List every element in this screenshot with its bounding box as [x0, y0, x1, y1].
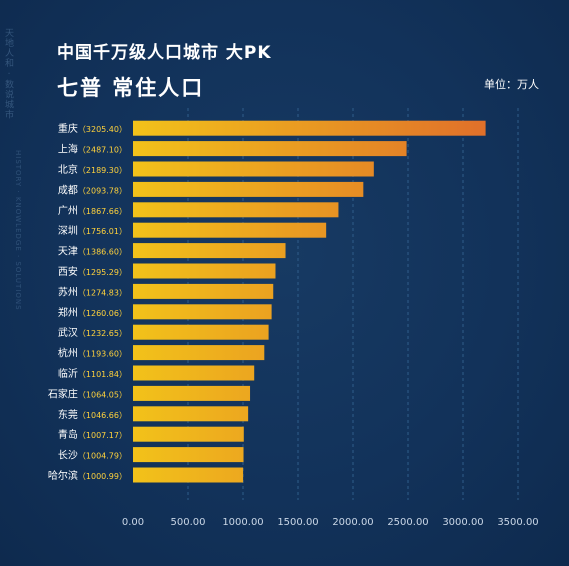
unit-label: 单位：万人	[484, 78, 539, 91]
bar	[133, 202, 339, 218]
bar	[133, 324, 269, 340]
bar	[133, 283, 274, 299]
category-label: 石家庄（1064.05）	[48, 387, 127, 400]
category-label: 郑州（1260.06）	[58, 306, 127, 319]
bar	[133, 243, 286, 259]
category-label: 临沂（1101.84）	[58, 367, 127, 380]
x-tick-label: 3500.00	[497, 517, 538, 528]
category-label: 广州（1867.66）	[58, 205, 127, 217]
chart-title: 中国千万级人口城市 大PK	[57, 43, 272, 63]
category-label: 东莞（1046.66）	[58, 408, 127, 421]
bar	[133, 222, 327, 238]
bar	[133, 161, 374, 177]
category-label: 北京（2189.30）	[58, 163, 127, 176]
bar	[133, 304, 272, 320]
category-label: 哈尔滨（1000.99）	[48, 469, 127, 482]
x-tick-label: 1500.00	[277, 517, 318, 528]
category-label: 长沙（1004.79）	[58, 450, 127, 462]
category-label: 成都（2093.78）	[58, 184, 127, 196]
x-tick-label: 500.00	[171, 517, 206, 528]
side-vertical-label: 天地人和 · 数说城市	[3, 28, 13, 120]
bar	[133, 447, 244, 463]
category-label: 上海（2487.10）	[58, 143, 127, 156]
x-tick-label: 1000.00	[222, 517, 263, 528]
category-label: 武汉（1232.65）	[58, 326, 127, 339]
x-tick-label: 2000.00	[332, 517, 373, 528]
bar	[133, 181, 364, 197]
bar	[133, 263, 276, 279]
category-label: 重庆（3205.40）	[58, 122, 127, 135]
bar	[133, 385, 251, 401]
side-vertical-label-2: HISTORY · KNOWLEDGE · SOLUTIONS	[14, 150, 22, 311]
category-label: 西安（1295.29）	[58, 265, 127, 278]
category-label: 天津（1386.60）	[58, 246, 127, 258]
category-label: 青岛（1007.17）	[58, 428, 127, 441]
x-tick-label: 0.00	[122, 517, 144, 528]
bar	[133, 141, 407, 157]
bar	[133, 345, 265, 361]
category-label: 杭州（1193.60）	[58, 347, 127, 360]
bar	[133, 406, 249, 422]
x-tick-label: 3000.00	[442, 517, 483, 528]
category-label: 深圳（1756.01）	[58, 225, 127, 237]
bar	[133, 467, 244, 483]
bar	[133, 365, 255, 381]
bar	[133, 120, 486, 136]
x-tick-label: 2500.00	[387, 517, 428, 528]
bar	[133, 426, 244, 442]
chart-subtitle: 七普 常住人口	[57, 76, 205, 100]
category-label: 苏州（1274.83）	[58, 285, 127, 298]
